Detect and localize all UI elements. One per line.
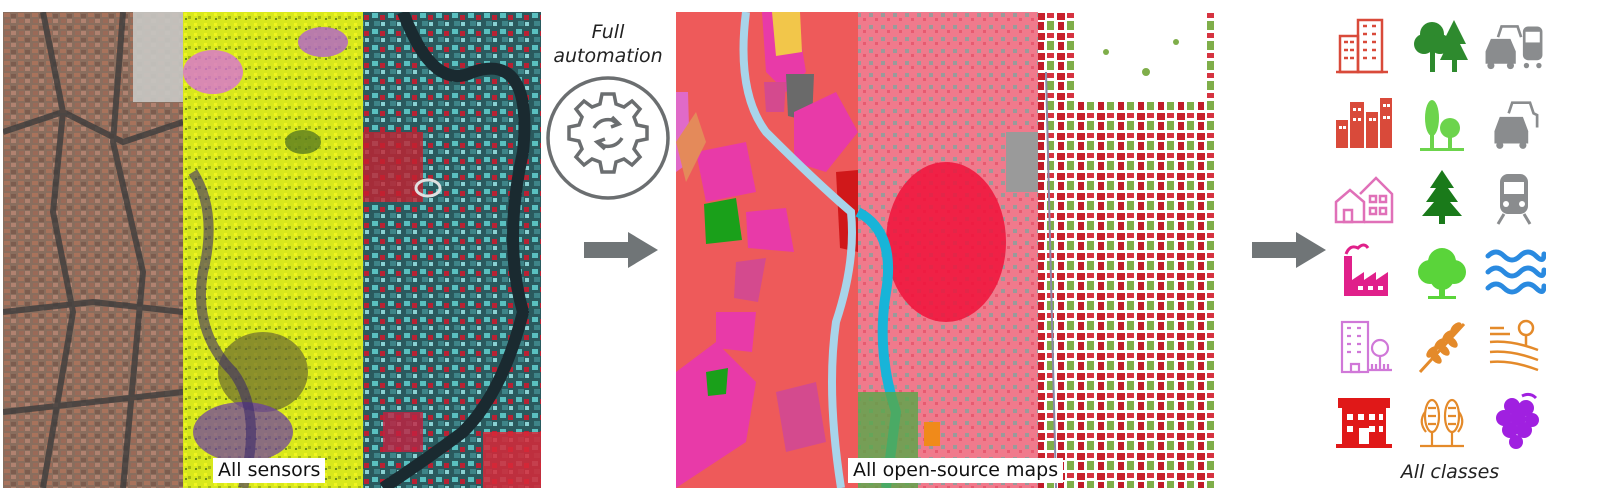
arrow-to-classes: [1252, 230, 1328, 270]
automation-label-line2: automation: [553, 45, 663, 67]
deciduous-tree-icon: [1410, 240, 1474, 304]
conifer-deciduous-trees-icon: [1410, 14, 1474, 78]
houses-icon: [1332, 166, 1396, 230]
water-waves-icon: [1482, 240, 1546, 304]
automation-label-line1: Full: [591, 21, 625, 43]
sensor-imagery-panel: All sensors: [3, 12, 541, 488]
wheat-icon: [1410, 314, 1474, 378]
automation-label: Full automation: [545, 20, 671, 68]
apartment-building-icon: [1332, 314, 1396, 378]
factory-icon: [1332, 240, 1396, 304]
maps-panel: All open-source maps: [676, 12, 1214, 488]
gear-sync-icon: [542, 72, 674, 204]
cars-and-train-icon: [1482, 14, 1546, 78]
office-buildings-icon: [1332, 14, 1396, 78]
city-buildings-icon: [1332, 92, 1396, 156]
train-icon: [1482, 166, 1546, 230]
grapes-icon: [1482, 388, 1546, 452]
red-building-icon: [1332, 388, 1396, 452]
cars-icon: [1482, 92, 1546, 156]
conifer-tree-icon: [1410, 166, 1474, 230]
farmland-icon: [1482, 314, 1546, 378]
arrow-to-maps: [584, 230, 660, 270]
sensors-caption: All sensors: [213, 458, 326, 483]
classes-caption: All classes: [1400, 461, 1500, 483]
sparse-trees-icon: [1410, 92, 1474, 156]
corn-icon: [1410, 388, 1474, 452]
maps-caption: All open-source maps: [848, 458, 1064, 483]
